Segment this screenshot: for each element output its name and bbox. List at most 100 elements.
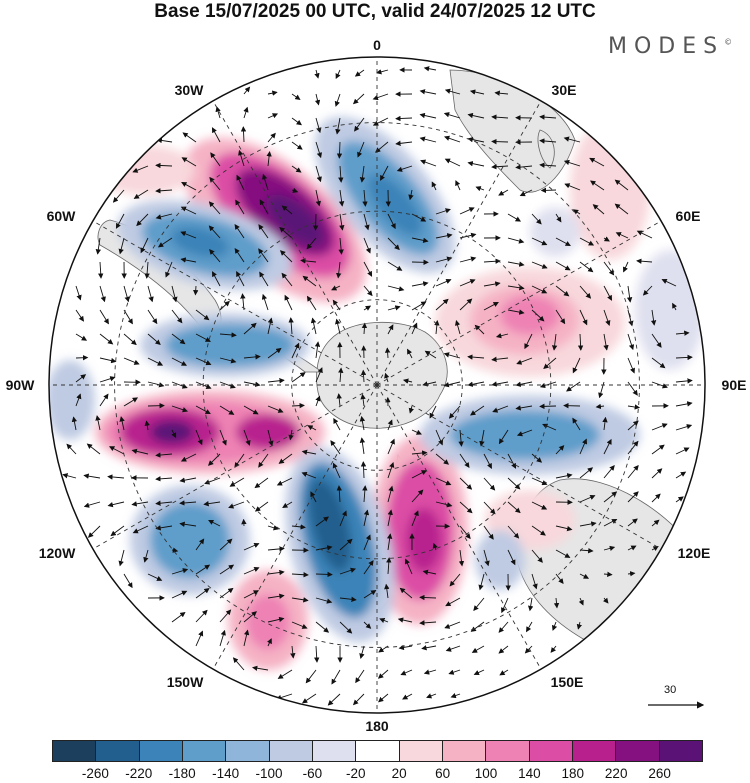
wind-vector xyxy=(435,278,452,287)
wind-vector xyxy=(444,621,461,629)
wind-vector xyxy=(363,285,373,297)
wind-vector xyxy=(387,237,400,251)
wind-vector xyxy=(507,525,520,539)
wind-vector xyxy=(396,165,413,172)
wind-vector xyxy=(469,89,485,95)
wind-vector xyxy=(627,440,639,455)
colorbar-swatch xyxy=(96,741,140,761)
wind-vector xyxy=(267,616,285,623)
wind-vector xyxy=(363,534,371,551)
wind-vector xyxy=(236,271,245,287)
wind-vector xyxy=(531,573,538,590)
wind-vector xyxy=(219,300,230,311)
wind-vector xyxy=(363,237,371,254)
wind-vector xyxy=(267,405,284,413)
wind-vector xyxy=(411,450,428,456)
wind-vector xyxy=(454,320,461,335)
wind-vector xyxy=(291,342,300,359)
wind-vector xyxy=(306,295,317,311)
wind-vector xyxy=(277,669,293,679)
wind-vector xyxy=(355,669,365,684)
colorbar-swatch xyxy=(226,741,270,761)
wind-vector xyxy=(291,402,305,409)
wind-vector xyxy=(566,381,581,392)
wind-vector xyxy=(83,473,101,479)
wind-vector xyxy=(75,285,82,301)
wind-vector xyxy=(579,438,588,455)
colorbar-swatch xyxy=(182,741,227,761)
wind-vector xyxy=(564,183,581,191)
wind-vector xyxy=(98,261,104,279)
wind-vector xyxy=(555,549,571,558)
wind-vector xyxy=(252,665,269,671)
wind-vector xyxy=(531,453,543,463)
wind-vector xyxy=(232,657,245,671)
wind-vector xyxy=(336,393,342,407)
wind-vector xyxy=(516,357,533,365)
wind-vector xyxy=(386,557,392,575)
wind-vector xyxy=(516,429,533,437)
colorbar-swatch xyxy=(572,741,617,761)
wind-vector xyxy=(352,93,365,105)
wind-vector xyxy=(492,405,509,413)
wind-vector xyxy=(87,525,101,538)
wind-vector xyxy=(395,115,413,122)
wind-vector xyxy=(115,213,125,229)
wind-vector xyxy=(143,549,149,563)
wind-vector xyxy=(531,477,548,486)
wind-vector xyxy=(467,137,485,143)
wind-vector xyxy=(276,477,293,486)
wind-vector xyxy=(301,471,317,479)
map-disc xyxy=(49,57,705,713)
wind-vector xyxy=(136,213,149,227)
wind-vector xyxy=(603,309,611,326)
wind-vector xyxy=(387,462,395,479)
wind-vector xyxy=(315,395,321,407)
wind-vector xyxy=(555,261,571,271)
wind-vector xyxy=(507,549,516,566)
map-border xyxy=(48,56,706,714)
meridian-line xyxy=(376,220,662,386)
colorbar-tick-label: -220 xyxy=(125,766,153,781)
wind-vector xyxy=(579,521,597,527)
wind-vector xyxy=(627,381,638,396)
wind-vector xyxy=(483,549,490,567)
wind-vector xyxy=(290,645,296,659)
wind-vector xyxy=(434,319,440,335)
wind-vector xyxy=(155,452,173,458)
wind-vector xyxy=(458,429,464,447)
wind-vector xyxy=(448,405,461,419)
wind-vector xyxy=(642,285,653,296)
wind-vector xyxy=(212,271,221,287)
wind-vector xyxy=(267,569,285,576)
wind-vector xyxy=(95,415,101,431)
wind-vector xyxy=(240,293,246,311)
wind-vector xyxy=(107,474,125,480)
lon-label-120e: 120E xyxy=(677,545,711,561)
wind-vector xyxy=(614,179,629,191)
wind-vector xyxy=(123,397,139,407)
wind-vector xyxy=(171,309,183,324)
wind-vector xyxy=(515,405,533,411)
wind-vector xyxy=(543,357,557,370)
colorbar-tick-label: -140 xyxy=(212,766,240,781)
wind-vector xyxy=(195,429,203,446)
wind-vector xyxy=(539,162,557,168)
lon-label-90w: 90W xyxy=(5,377,35,393)
colorbar-swatch xyxy=(356,741,400,761)
wind-vector xyxy=(579,494,596,503)
wind-vector xyxy=(377,669,389,679)
wind-vector xyxy=(526,621,533,633)
wind-vector xyxy=(363,305,372,311)
colorbar-swatch xyxy=(442,741,487,761)
wind-vector xyxy=(339,621,353,634)
wind-vector xyxy=(243,405,259,415)
wind-vector xyxy=(75,393,82,407)
latitude-circle xyxy=(114,122,640,648)
wind-vector xyxy=(314,69,320,79)
wind-vector xyxy=(459,477,473,490)
wind-vector xyxy=(314,341,321,359)
wind-vector xyxy=(267,429,274,447)
wind-vector xyxy=(483,281,501,287)
wind-vector xyxy=(155,476,173,482)
